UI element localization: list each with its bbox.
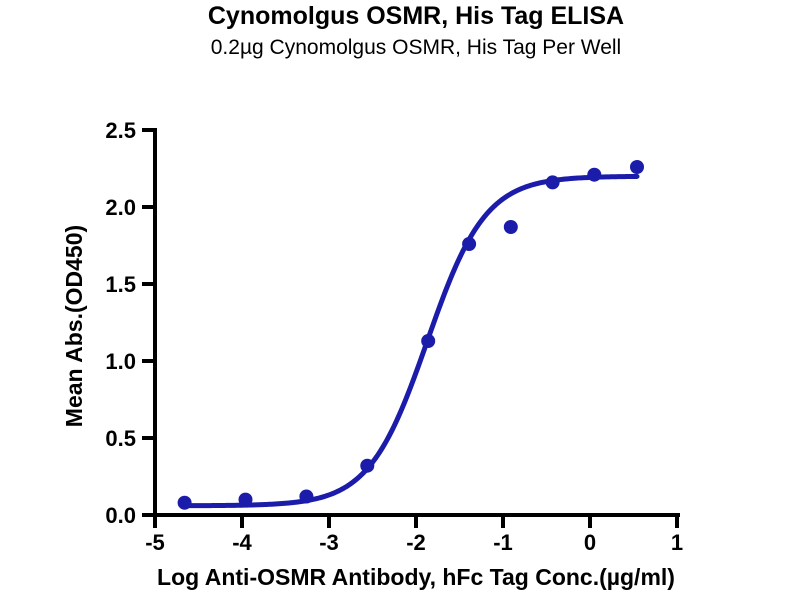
y-tick-label: 0.0 [105, 503, 136, 528]
data-point [299, 489, 314, 504]
data-point [545, 175, 560, 190]
x-tick-label: -4 [232, 530, 252, 555]
y-tick-label: 2.5 [105, 118, 136, 143]
chart-subtitle: 0.2µg Cynomolgus OSMR, His Tag Per Well [211, 36, 621, 59]
data-point [421, 334, 436, 348]
y-tick-label: 1.0 [105, 349, 136, 374]
data-point [360, 458, 375, 473]
data-point [177, 495, 192, 510]
x-tick-label: -3 [319, 530, 339, 555]
y-tick-label: 0.5 [105, 426, 136, 451]
x-tick-label: 1 [671, 530, 683, 555]
x-axis-title: Log Anti-OSMR Antibody, hFc Tag Conc.(µg… [157, 564, 675, 590]
x-tick-label: -5 [145, 530, 165, 555]
data-point [238, 492, 253, 507]
data-point [587, 167, 602, 182]
x-tick-label: -1 [493, 530, 513, 555]
fit-curve [182, 173, 640, 509]
y-tick-label: 1.5 [105, 272, 136, 297]
y-tick-label: 2.0 [105, 195, 136, 220]
data-point [503, 220, 518, 234]
chart-title: Cynomolgus OSMR, His Tag ELISA [208, 2, 624, 30]
x-axis-ticks: -5 -4 -3 -2 -1 0 1 [145, 515, 683, 555]
data-point [462, 237, 477, 251]
y-axis-ticks: 0.0 0.5 1.0 1.5 2.0 2.5 [105, 118, 155, 528]
x-tick-label: 0 [584, 530, 596, 555]
y-axis-title: Mean Abs.(OD450) [61, 225, 87, 427]
data-points [177, 160, 644, 510]
x-tick-label: -2 [406, 530, 426, 555]
data-point [630, 160, 644, 174]
